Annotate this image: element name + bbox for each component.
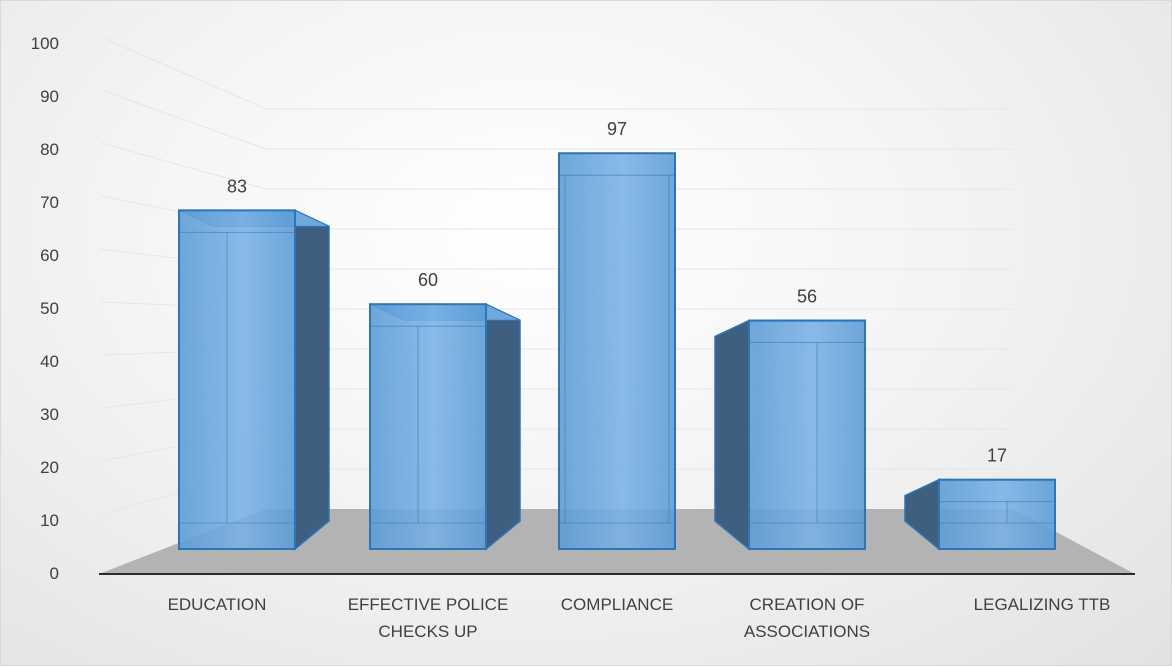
data-label: 60 — [418, 270, 438, 290]
y-tick-label: 50 — [40, 299, 59, 318]
bar-side-face — [715, 321, 749, 549]
bar-side-face — [486, 304, 520, 549]
data-label: 56 — [797, 287, 817, 307]
y-tick-label: 10 — [40, 511, 59, 530]
y-tick-label: 40 — [40, 352, 59, 371]
y-tick-label: 60 — [40, 246, 59, 265]
y-tick-label: 70 — [40, 193, 59, 212]
data-label: 83 — [227, 176, 247, 196]
bar-side-face — [295, 210, 329, 549]
bar-front-face — [179, 210, 295, 549]
bars — [179, 153, 1055, 549]
y-tick-label: 30 — [40, 405, 59, 424]
bar-front-face — [749, 321, 865, 549]
data-label: 97 — [607, 119, 627, 139]
x-tick-label: EDUCATION — [168, 595, 267, 614]
bar — [370, 304, 520, 549]
bar — [559, 153, 675, 549]
y-tick-label: 80 — [40, 140, 59, 159]
x-tick-label: LEGALIZING TTB — [974, 595, 1111, 614]
data-label: 17 — [987, 446, 1007, 466]
bar — [179, 210, 329, 549]
gridline-side — [101, 37, 266, 109]
y-tick-label: 100 — [31, 34, 59, 53]
gridline-side — [101, 90, 266, 149]
bar-front-face — [939, 480, 1055, 549]
y-tick-label: 20 — [40, 458, 59, 477]
bar — [715, 321, 865, 549]
bar-front-face — [559, 153, 675, 549]
y-tick-label: 0 — [50, 564, 59, 583]
bar-front-face — [370, 304, 486, 549]
bar — [905, 480, 1055, 549]
x-tick-label: COMPLIANCE — [561, 595, 673, 614]
y-tick-label: 90 — [40, 87, 59, 106]
